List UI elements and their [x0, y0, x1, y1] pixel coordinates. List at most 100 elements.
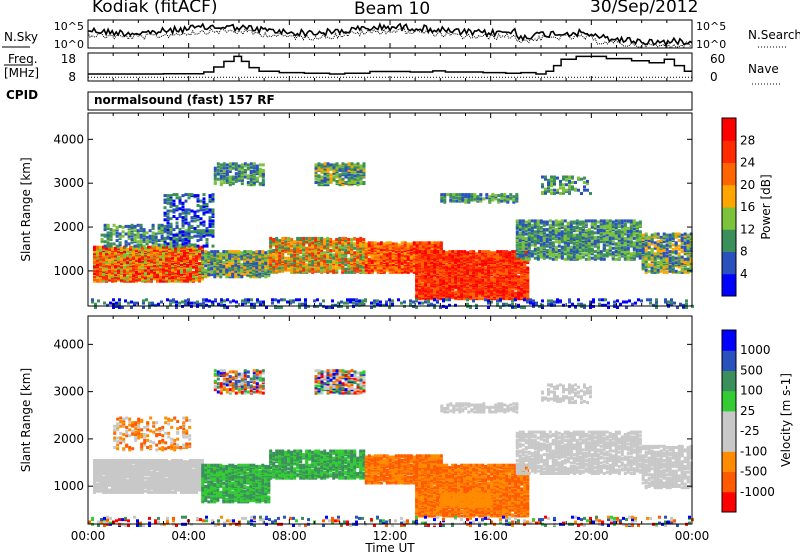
- heat-cell: [252, 273, 256, 277]
- heat-cell: [478, 266, 482, 270]
- heat-cell: [533, 224, 537, 228]
- heat-cell: [130, 238, 134, 241]
- heat-cell: [542, 220, 546, 224]
- freq-line: [88, 55, 692, 75]
- heat-cell: [163, 229, 167, 233]
- heat-cell: [545, 228, 549, 232]
- heat-cell: [521, 242, 525, 246]
- heat-cell: [436, 287, 440, 291]
- heat-cell: [530, 253, 534, 257]
- heat-cell: [527, 253, 531, 257]
- heat-cell: [472, 270, 476, 274]
- heat-cell: [427, 297, 431, 301]
- heat-cell: [258, 261, 262, 264]
- heat-cell: [373, 262, 377, 266]
- heat-cell: [329, 249, 333, 252]
- heat-cell: [213, 263, 217, 267]
- heat-cell: [124, 224, 128, 228]
- heat-cell: [557, 222, 561, 226]
- heat-cell: [527, 245, 531, 249]
- heat-cell: [115, 239, 119, 243]
- heat-cell: [287, 256, 291, 260]
- heat-cell: [502, 285, 506, 289]
- heat-cell: [347, 265, 351, 269]
- heat-cell: [168, 262, 171, 266]
- heat-cell: [231, 256, 235, 260]
- power-heatmap: [91, 162, 694, 309]
- heat-cell: [278, 249, 282, 252]
- heat-cell: [275, 236, 279, 240]
- heat-cell: [364, 261, 368, 264]
- heat-cell: [536, 224, 540, 228]
- heat-cell: [539, 254, 543, 258]
- heat-cell: [207, 251, 211, 255]
- heat-cell: [560, 254, 564, 258]
- heat-cell: [106, 223, 110, 227]
- heat-cell: [281, 236, 285, 240]
- heat-cell: [493, 293, 497, 297]
- heat-cell: [105, 250, 108, 254]
- heat-cell: [548, 251, 552, 255]
- heat-cell: [162, 267, 165, 271]
- heat-cell: [548, 256, 552, 260]
- heat-cell: [112, 232, 116, 236]
- heat-cell: [379, 241, 383, 245]
- heat-cell: [246, 250, 250, 254]
- heat-cell: [169, 227, 173, 230]
- heat-cell: [335, 238, 339, 241]
- heat-cell: [213, 270, 217, 274]
- heat-cell: [108, 250, 111, 254]
- heat-cell: [566, 230, 570, 234]
- heat-cell: [415, 269, 419, 273]
- heat-cell: [487, 254, 491, 258]
- heat-cell: [475, 286, 479, 290]
- heat-cell: [391, 252, 395, 256]
- heat-cell: [329, 259, 333, 263]
- heat-cell: [308, 267, 312, 271]
- heat-cell: [195, 267, 198, 271]
- heat-cell: [198, 265, 201, 269]
- heat-cell: [160, 243, 164, 247]
- heat-cell: [463, 250, 467, 254]
- heat-cell: [323, 238, 327, 241]
- heat-cell: [578, 231, 582, 235]
- heat-cell: [111, 246, 114, 250]
- heat-cell: [569, 220, 573, 224]
- heat-cell: [551, 247, 555, 251]
- heat-cell: [373, 247, 377, 251]
- heat-cell: [359, 259, 363, 263]
- heat-cell: [526, 292, 530, 296]
- heat-cell: [267, 259, 271, 263]
- heat-cell: [225, 273, 229, 277]
- heat-cell: [222, 250, 226, 254]
- heat-cell: [332, 253, 336, 257]
- heat-cell: [536, 219, 540, 223]
- heat-cell: [169, 224, 173, 228]
- heat-cell: [460, 259, 464, 263]
- heat-cell: [548, 219, 552, 223]
- heat-cell: [548, 230, 552, 234]
- heat-cell: [359, 253, 363, 257]
- heat-cell: [493, 251, 497, 255]
- heat-cell: [284, 236, 288, 240]
- heat-cell: [326, 239, 330, 243]
- heat-cell: [572, 241, 576, 245]
- heat-cell: [406, 270, 410, 274]
- heat-cell: [332, 270, 336, 274]
- heat-cell: [160, 227, 164, 230]
- heat-cell: [569, 253, 573, 257]
- heat-cell: [502, 262, 506, 266]
- heat-cell: [287, 236, 291, 240]
- heat-cell: [344, 270, 348, 274]
- heat-cell: [521, 240, 525, 244]
- heat-cell: [114, 270, 117, 274]
- heat-cell: [127, 242, 131, 246]
- heat-cell: [433, 241, 437, 245]
- heat-cell: [115, 244, 119, 248]
- heat-cell: [314, 236, 318, 240]
- heat-cell: [545, 220, 549, 224]
- heat-cell: [481, 297, 485, 301]
- heat-cell: [130, 225, 134, 229]
- heat-cell: [320, 249, 324, 252]
- heat-cell: [359, 250, 363, 254]
